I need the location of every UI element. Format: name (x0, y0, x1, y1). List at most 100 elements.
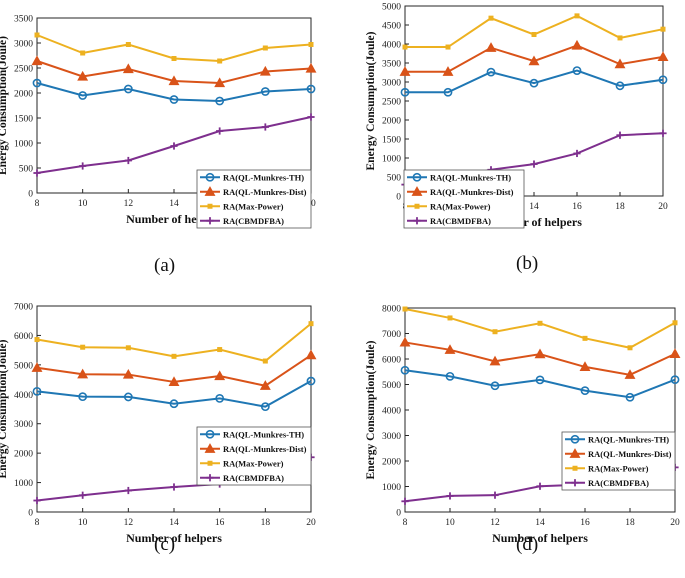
point-c-0-1 (78, 392, 88, 402)
legend-label-c-1: RA(QL-Munkres-Dist) (223, 444, 307, 454)
point-d-2-5 (627, 345, 633, 351)
point-d-0-6 (670, 375, 680, 385)
point-d-2-2 (492, 329, 498, 335)
ytick-label-d-1: 1000 (382, 483, 401, 493)
point-c-1-4 (214, 370, 226, 381)
legend-marker-b-0 (412, 172, 422, 182)
point-d-0-1 (445, 371, 455, 381)
legend-label-d-2: RA(Max-Power) (588, 463, 649, 473)
series-line-c-2 (36, 322, 312, 363)
point-d-0-2 (490, 381, 500, 391)
point-d-1-1 (444, 344, 456, 354)
legend-label-c-3: RA(CBMDFBA) (223, 473, 284, 483)
series-line-a-1 (36, 60, 312, 85)
series-line-c-1 (36, 354, 312, 387)
legend-marker-a-3 (206, 217, 214, 225)
point-a-0-0 (32, 78, 42, 88)
series-markers-c-0 (32, 376, 316, 412)
ytick-label-b-6: 3000 (382, 79, 401, 89)
point-c-0-4 (215, 394, 225, 403)
point-c-1-0 (31, 362, 43, 372)
point-d-1-2 (489, 355, 501, 366)
xtick-label-d-5: 18 (625, 518, 635, 528)
point-a-2-5 (262, 45, 268, 51)
point-c-2-6 (308, 321, 314, 327)
point-a-1-4 (214, 77, 226, 88)
point-b-0-4 (572, 66, 582, 75)
legend-marker-c-1 (204, 443, 216, 453)
series-markers-c-1 (31, 349, 317, 390)
legend-box-b (403, 169, 525, 229)
point-c-2-1 (80, 344, 86, 350)
caption-d: (d) (516, 534, 539, 555)
point-a-0-3 (169, 95, 179, 104)
point-b-0-6 (658, 75, 668, 85)
ytick-label-c-2: 2000 (14, 450, 33, 460)
point-b-1-4 (571, 39, 583, 50)
point-a-0-2 (123, 84, 133, 94)
series-line-a-2 (36, 34, 312, 63)
xtick-label-c-6: 20 (306, 518, 316, 528)
series-line-c-0 (36, 380, 312, 408)
xtick-label-d-1: 10 (445, 518, 455, 528)
ytick-label-d-3: 3000 (382, 432, 401, 442)
legend-label-d-1: RA(QL-Munkres-Dist) (588, 449, 672, 459)
point-a-2-1 (80, 50, 86, 56)
xtick-label-d-4: 16 (580, 518, 590, 528)
ytick-label-d-5: 5000 (382, 381, 401, 391)
legend-marker-a-2 (207, 203, 213, 209)
xtick-label-d-6: 20 (670, 518, 680, 528)
legend-label-c-2: RA(Max-Power) (223, 458, 284, 468)
ytick-label-a-7: 3500 (14, 15, 33, 25)
point-a-0-5 (260, 87, 270, 96)
point-b-2-3 (531, 32, 537, 37)
ytick-label-b-7: 3500 (382, 60, 401, 70)
point-c-1-3 (168, 376, 180, 387)
xtick-label-c-4: 16 (215, 518, 225, 528)
xtick-label-d-2: 12 (490, 518, 500, 528)
point-d-2-4 (582, 335, 588, 341)
point-d-3-2 (491, 491, 499, 499)
point-d-0-5 (625, 392, 635, 402)
point-b-3-3 (530, 160, 538, 168)
series-markers-a-1 (31, 55, 317, 88)
ytick-label-a-2: 1000 (14, 140, 33, 150)
xtick-label-b-5: 18 (615, 202, 625, 212)
point-d-2-1 (447, 315, 453, 321)
legend-marker-d-2 (572, 465, 578, 471)
xtick-label-c-0: 8 (35, 518, 40, 528)
xlabel-d: Number of helpers (492, 531, 588, 545)
ytick-label-b-2: 1000 (382, 155, 401, 165)
ytick-label-c-1: 1000 (14, 479, 33, 489)
xtick-label-c-2: 12 (124, 518, 134, 528)
point-b-1-2 (485, 42, 497, 52)
point-c-3-4 (216, 480, 224, 488)
ylabel-c: Energy Consumption(Joule) (0, 339, 9, 478)
point-d-3-1 (446, 492, 454, 500)
ytick-label-a-6: 3000 (14, 40, 33, 50)
point-c-0-2 (123, 392, 133, 402)
point-d-1-6 (669, 348, 681, 358)
point-a-2-0 (34, 32, 40, 38)
xtick-label-b-3: 14 (529, 202, 539, 212)
point-b-2-2 (488, 15, 494, 21)
point-d-3-0 (401, 497, 409, 505)
point-c-3-5 (261, 467, 269, 475)
series-markers-c-2 (34, 321, 314, 364)
xtick-label-c-5: 18 (261, 518, 271, 528)
ytick-label-d-8: 8000 (382, 305, 401, 315)
legend-marker-a-1 (204, 186, 216, 196)
ytick-label-b-3: 1500 (382, 136, 401, 146)
series-markers-a-2 (34, 32, 314, 64)
point-c-1-6 (305, 349, 317, 360)
series-line-a-3 (36, 116, 312, 174)
plot-area-c (36, 305, 312, 513)
legend-b: RA(QL-Munkres-TH) RA(QL-Munkres-Dist) RA(M… (403, 169, 525, 229)
point-b-2-6 (660, 26, 666, 32)
legend-label-b-0: RA(QL-Munkres-TH) (430, 172, 511, 182)
xlabel-b: Number of helpers (486, 215, 582, 229)
